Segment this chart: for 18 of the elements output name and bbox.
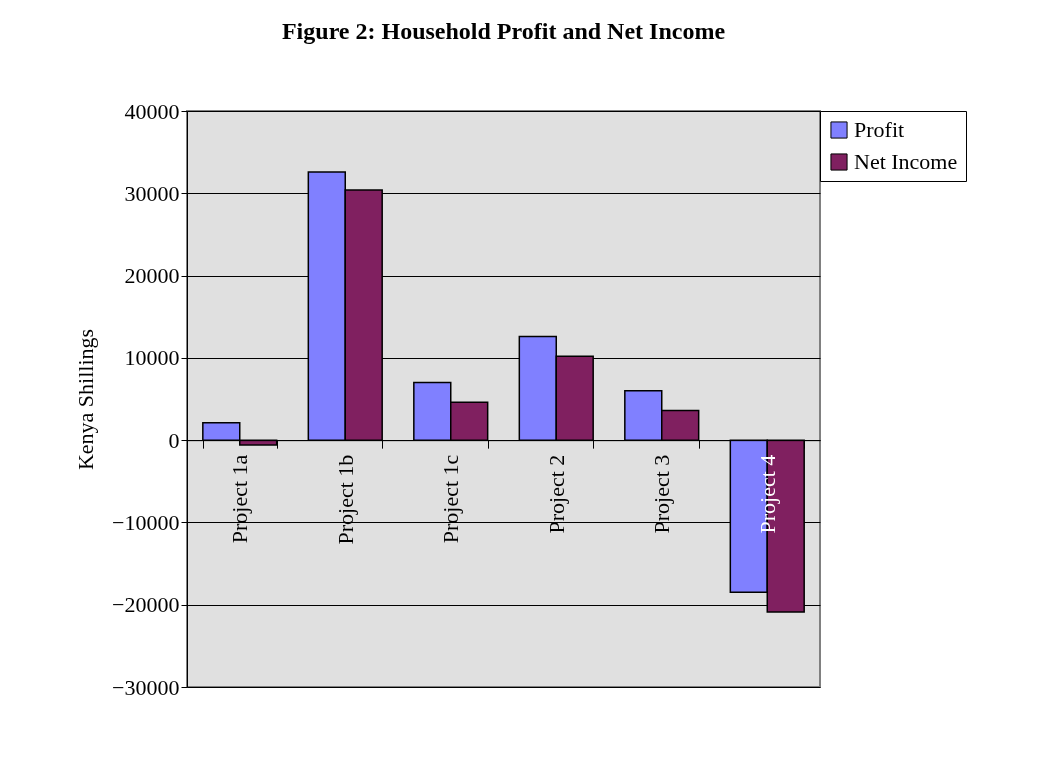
y-axis-title: Kenya Shillings [73,328,99,471]
y-tick-label: 30000 [124,180,180,206]
y-tick-label: −10000 [112,509,180,535]
y-tick-label: 20000 [124,263,180,289]
x-tick-label: Project 3 [649,454,675,534]
x-tick-label: Project 4 [754,454,780,534]
y-tick-label: −30000 [112,674,180,700]
y-tick-label: −20000 [112,592,180,618]
x-tick-label: Project 2 [543,454,569,534]
x-tick-label: Project 1c [438,454,464,544]
y-tick-label: 0 [168,427,180,453]
chart-title: Figure 2: Household Profit and Net Income [281,18,726,44]
y-tick-label: 40000 [124,98,180,124]
x-tick-label: Project 1b [332,454,358,545]
legend-label: Net Income [854,149,958,174]
x-tick-label: Project 1a [227,454,253,544]
legend-label: Profit [854,117,905,142]
y-tick-label: 10000 [124,345,180,371]
